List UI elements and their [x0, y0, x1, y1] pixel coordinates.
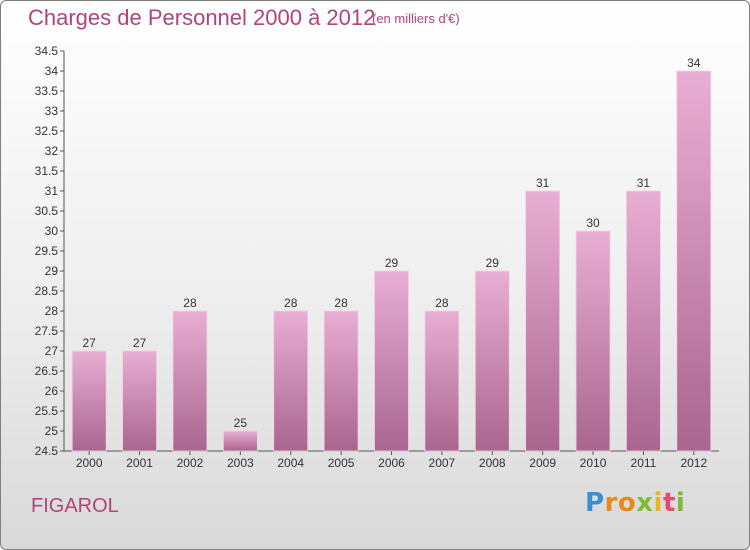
- y-tick-label: 34: [45, 64, 59, 78]
- x-tick-label: 2007: [429, 456, 456, 470]
- logo-letter: t: [662, 488, 676, 518]
- bar-2004: [273, 310, 309, 452]
- y-tick-label: 24.5: [35, 444, 59, 458]
- data-label: 28: [334, 296, 348, 310]
- data-label: 30: [586, 216, 600, 230]
- commune-name: FIGAROL: [31, 495, 119, 517]
- y-tick-label: 26: [45, 384, 59, 398]
- x-tick-label: 2003: [227, 456, 254, 470]
- y-tick-label: 27.5: [35, 324, 59, 338]
- bar-2002: [172, 310, 208, 452]
- x-tick-label: 2008: [479, 456, 506, 470]
- logo-letter: i: [653, 488, 663, 518]
- data-label: 29: [385, 256, 399, 270]
- x-axis: 2000 2001 2002 2003 2004 2005 2006 2007 2008 2009…: [64, 450, 719, 470]
- x-tick-label: 2009: [529, 456, 556, 470]
- data-label: 28: [284, 296, 298, 310]
- data-label: 27: [133, 336, 147, 350]
- y-tick-label: 31.5: [35, 164, 59, 178]
- data-label: 31: [536, 176, 550, 190]
- x-tick-label: 2001: [126, 456, 153, 470]
- y-tick-label: 28: [45, 304, 59, 318]
- bar-2000: [71, 350, 107, 452]
- y-tick-label: 25.5: [35, 404, 59, 418]
- bar-2001: [122, 350, 157, 452]
- data-label: 28: [435, 296, 449, 310]
- y-tick-label: 33.5: [35, 84, 59, 98]
- proxiti-logo: Proxiti: [585, 488, 685, 518]
- bar-2005: [323, 310, 359, 452]
- y-tick-label: 26.5: [35, 364, 59, 378]
- data-label: 29: [486, 256, 500, 270]
- bars: [71, 70, 712, 452]
- x-tick-label: 2006: [378, 456, 405, 470]
- y-axis: 24.5 25 25.5 26 26.5 27 27.5 28 28.5 29 29.5 30 30.5…: [35, 44, 65, 458]
- chart-title: Charges de Personnel 2000 à 2012: [28, 5, 376, 30]
- logo-letter: i: [675, 488, 686, 518]
- logo-letter: o: [617, 488, 637, 518]
- data-label: 25: [234, 416, 248, 430]
- chart-subtitle: (en milliers d'€): [372, 11, 460, 26]
- y-tick-label: 34.5: [35, 44, 59, 58]
- y-tick-label: 32.5: [35, 124, 59, 138]
- bar-2003: [222, 430, 258, 452]
- y-tick-label: 29: [45, 264, 59, 278]
- bar-2007: [424, 310, 460, 452]
- data-label: 34: [687, 56, 701, 70]
- data-label: 28: [183, 296, 197, 310]
- logo-letter: x: [636, 488, 654, 518]
- data-labels: 27 27 28 25 28 28 29 28 29 31 30 31 34: [83, 56, 701, 430]
- bar-2010: [575, 230, 611, 452]
- x-tick-label: 2004: [277, 456, 304, 470]
- y-tick-label: 32: [45, 144, 59, 158]
- x-tick-label: 2005: [328, 456, 355, 470]
- x-tick-label: 2000: [76, 456, 103, 470]
- y-tick-label: 31: [45, 184, 59, 198]
- logo-letter: P: [585, 488, 605, 518]
- y-tick-label: 30.5: [35, 204, 59, 218]
- bar-2006: [374, 270, 409, 452]
- y-tick-label: 27: [45, 344, 59, 358]
- bar-2012: [676, 70, 712, 452]
- bar-2011: [626, 190, 661, 452]
- y-tick-label: 25: [45, 424, 59, 438]
- data-label: 27: [83, 336, 97, 350]
- logo-letter: r: [604, 488, 618, 518]
- y-tick-label: 28.5: [35, 284, 59, 298]
- bar-2009: [525, 190, 561, 452]
- x-tick-label: 2011: [631, 456, 657, 470]
- x-tick-label: 2012: [680, 456, 707, 470]
- x-tick-label: 2010: [580, 456, 607, 470]
- y-tick-label: 30: [45, 224, 59, 238]
- y-tick-label: 33: [45, 104, 59, 118]
- bar-2008: [474, 270, 510, 452]
- x-tick-label: 2002: [177, 456, 204, 470]
- data-label: 31: [637, 176, 651, 190]
- y-tick-label: 29.5: [35, 244, 59, 258]
